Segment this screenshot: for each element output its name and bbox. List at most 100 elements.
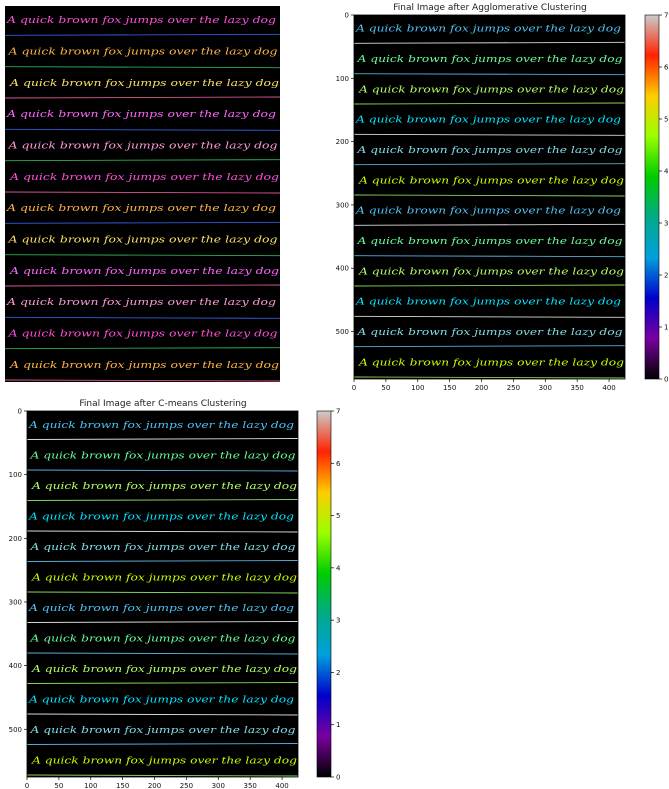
ruled-line bbox=[26, 530, 299, 533]
ruled-line bbox=[353, 223, 626, 226]
ruled-line bbox=[26, 652, 299, 655]
colorbar-tick-label: 6 bbox=[664, 64, 669, 72]
x-tick-label: 400 bbox=[602, 384, 615, 392]
ruled-line bbox=[353, 133, 626, 136]
ruled-line bbox=[353, 255, 626, 258]
colorbar-tick-label: 7 bbox=[336, 408, 340, 416]
handwriting-line: A quick brown fox jumps over the lazy do… bbox=[28, 511, 294, 522]
handwriting-line: A quick brown fox jumps over the lazy do… bbox=[355, 24, 621, 35]
handwriting-line: A quick brown fox jumps over the lazy do… bbox=[6, 203, 276, 214]
original-image bbox=[5, 6, 280, 382]
handwriting-line: A quick brown fox jumps over the lazy do… bbox=[356, 145, 622, 156]
y-tick-label: 100 bbox=[9, 471, 22, 479]
cmeans-colorbar bbox=[316, 410, 332, 778]
handwriting-line: A quick brown fox jumps over the lazy do… bbox=[28, 420, 294, 431]
handwriting-line: A quick brown fox jumps over the lazy do… bbox=[355, 115, 621, 126]
x-tick-label: 400 bbox=[275, 782, 288, 789]
agglomerative-y-ticks: 0 100 200 300 400 500 bbox=[336, 12, 354, 336]
handwriting-line: A quick brown fox jumps over the lazy do… bbox=[358, 175, 624, 186]
ruled-line bbox=[353, 345, 626, 348]
ruled-line bbox=[353, 315, 626, 318]
y-tick-label: 400 bbox=[9, 662, 22, 670]
handwriting-line: A quick brown fox jumps over the lazy do… bbox=[9, 172, 279, 183]
x-tick-label: 50 bbox=[54, 782, 63, 789]
x-tick-label: 300 bbox=[539, 384, 552, 392]
cmeans-panel: Final Image after C-means Clustering A q… bbox=[9, 399, 341, 789]
colorbar-tick-label: 2 bbox=[336, 669, 340, 677]
colorbar-tick-label: 0 bbox=[336, 774, 340, 782]
ruled-line bbox=[4, 191, 281, 194]
ruled-line bbox=[4, 159, 281, 162]
handwriting-line: A quick brown fox jumps over the lazy do… bbox=[29, 725, 295, 736]
handwriting-line: A quick brown fox jumps over the lazy do… bbox=[358, 84, 624, 95]
ruled-line bbox=[4, 221, 281, 224]
colorbar-tick-label: 5 bbox=[664, 116, 668, 124]
colorbar-tick-label: 7 bbox=[664, 12, 668, 20]
handwriting-line: A quick brown fox jumps over the lazy do… bbox=[28, 694, 294, 705]
ruled-line bbox=[4, 379, 281, 382]
colorbar-tick-label: 5 bbox=[336, 512, 340, 520]
cmeans-title: Final Image after C-means Clustering bbox=[79, 399, 246, 409]
x-tick-label: 350 bbox=[570, 384, 583, 392]
cmeans-image bbox=[27, 411, 298, 777]
ruled-line bbox=[26, 469, 299, 472]
x-tick-label: 0 bbox=[352, 384, 356, 392]
handwriting-line: A quick brown fox jumps over the lazy do… bbox=[356, 236, 622, 247]
x-tick-label: 50 bbox=[381, 384, 390, 392]
cmeans-x-ticks: 0 50 100 150 200 250 300 350 400 bbox=[25, 777, 289, 789]
agglomerative-colorbar bbox=[644, 14, 660, 380]
agglomerative-image bbox=[354, 15, 625, 379]
agglomerative-panel: Final Image after Agglomerative Clusteri… bbox=[336, 3, 669, 392]
handwriting-line: A quick brown fox jumps over the lazy do… bbox=[31, 664, 297, 675]
ruled-line bbox=[26, 560, 299, 562]
handwriting-line: A quick brown fox jumps over the lazy do… bbox=[7, 235, 277, 246]
cmeans-handwriting: A quick brown fox jumps over the lazy do… bbox=[26, 420, 299, 777]
x-tick-label: 100 bbox=[84, 782, 97, 789]
ruled-line bbox=[353, 194, 626, 197]
colorbar-tick-label: 1 bbox=[336, 721, 340, 729]
x-tick-label: 100 bbox=[411, 384, 424, 392]
handwriting-line: A quick brown fox jumps over the lazy do… bbox=[7, 141, 277, 152]
ruled-line bbox=[26, 499, 299, 501]
ruled-line bbox=[4, 128, 281, 131]
ruled-line bbox=[26, 713, 299, 716]
handwriting-line: A quick brown fox jumps over the lazy do… bbox=[9, 360, 279, 371]
handwriting-line: A quick brown fox jumps over the lazy do… bbox=[9, 78, 279, 89]
ruled-line bbox=[4, 284, 281, 287]
y-tick-label: 200 bbox=[9, 535, 22, 543]
handwriting-line: A quick brown fox jumps over the lazy do… bbox=[28, 603, 294, 614]
ruled-line bbox=[353, 102, 626, 105]
x-tick-label: 200 bbox=[148, 782, 161, 789]
handwriting-line: A quick brown fox jumps over the lazy do… bbox=[355, 297, 621, 308]
ruled-line bbox=[4, 347, 281, 350]
x-tick-label: 150 bbox=[116, 782, 129, 789]
ruled-line bbox=[353, 163, 626, 166]
handwriting-line: A quick brown fox jumps over the lazy do… bbox=[356, 327, 622, 338]
y-tick-label: 400 bbox=[336, 265, 349, 273]
ruled-line bbox=[4, 316, 281, 319]
handwriting-line: A quick brown fox jumps over the lazy do… bbox=[6, 297, 276, 308]
ruled-line bbox=[26, 774, 299, 777]
y-tick-label: 300 bbox=[336, 201, 349, 209]
handwriting-line: A quick brown fox jumps over the lazy do… bbox=[6, 15, 276, 26]
x-tick-label: 350 bbox=[243, 782, 256, 789]
handwriting-line: A quick brown fox jumps over the lazy do… bbox=[355, 206, 621, 217]
colorbar-tick-label: 4 bbox=[664, 168, 669, 176]
colorbar-tick-label: 3 bbox=[336, 617, 340, 625]
handwriting-line: A quick brown fox jumps over the lazy do… bbox=[31, 481, 297, 492]
handwriting-line: A quick brown fox jumps over the lazy do… bbox=[31, 572, 297, 583]
y-tick-label: 200 bbox=[336, 138, 349, 146]
handwriting-line: A quick brown fox jumps over the lazy do… bbox=[7, 47, 277, 58]
handwriting-line: A quick brown fox jumps over the lazy do… bbox=[31, 755, 297, 766]
handwriting-line: A quick brown fox jumps over the lazy do… bbox=[358, 357, 624, 368]
x-tick-label: 250 bbox=[507, 384, 520, 392]
ruled-line bbox=[26, 438, 299, 440]
ruled-line bbox=[26, 743, 299, 745]
x-tick-label: 200 bbox=[475, 384, 488, 392]
agglomerative-title: Final Image after Agglomerative Clusteri… bbox=[393, 3, 587, 13]
x-tick-label: 250 bbox=[180, 782, 193, 789]
handwriting-line: A quick brown fox jumps over the lazy do… bbox=[9, 266, 279, 277]
ruled-line bbox=[4, 254, 281, 257]
y-tick-label: 0 bbox=[345, 12, 349, 20]
